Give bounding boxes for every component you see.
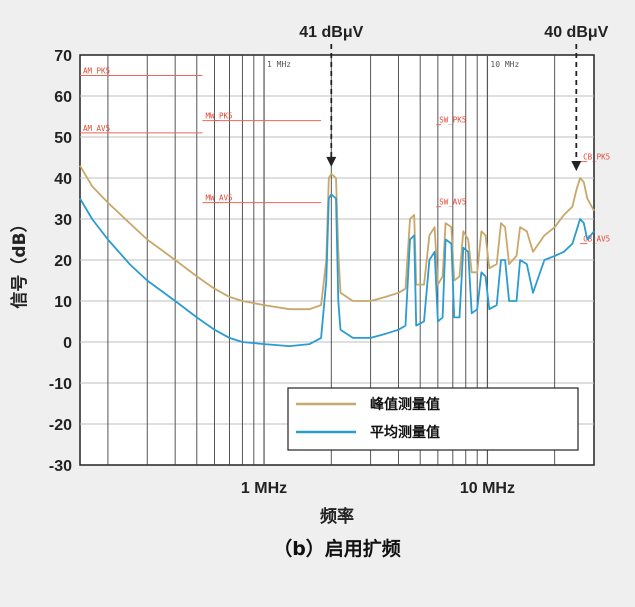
limit-label: MW_AV5 [205, 194, 232, 203]
legend-label-avg: 平均测量值 [370, 424, 440, 441]
y-tick-label: 0 [63, 335, 72, 352]
limit-label: SW_AV5 [439, 198, 466, 207]
y-tick-label: 10 [54, 294, 72, 311]
y-tick-label: -10 [49, 376, 72, 393]
y-tick-label: 40 [54, 171, 72, 188]
legend: 峰值测量值 平均测量值 [287, 387, 579, 451]
series-average-line [79, 193, 595, 347]
figure-caption: （b）启用扩频 [273, 537, 401, 560]
limit-label: MW_PK5 [205, 112, 232, 121]
y-tick-labels: 70 60 50 40 30 20 10 0 -10 -20 -30 [49, 48, 72, 475]
y-tick-label: 70 [54, 48, 72, 65]
peak-arrow-head [326, 156, 337, 167]
x-tick-label: 10 MHz [460, 480, 515, 497]
series-peak-line [79, 165, 595, 311]
limit-label: CB_AV5 [583, 235, 610, 244]
limit-lines: AM_PK5 AM_AV5 MW_PK5 MW_AV5 SW_PK5 SW_AV5 CB_P… [80, 67, 610, 245]
series-group [79, 165, 595, 347]
y-tick-label: 20 [54, 253, 72, 270]
y-tick-label: -30 [49, 458, 72, 475]
inner-freq-labels: 1 MHz 10 MHz [267, 60, 519, 69]
limit-label: CB_PK5 [583, 153, 610, 162]
x-tick-label: 1 MHz [241, 480, 287, 497]
limit-label: AM_AV5 [83, 124, 110, 133]
peak-annotation-label: 40 dBμV [544, 24, 608, 41]
y-axis-title: 信号（dB） [9, 215, 30, 308]
y-tick-label: 50 [54, 130, 72, 147]
limit-label: AM_PK5 [83, 67, 110, 76]
peak-annotations: 41 dBμV 40 dBμV [299, 24, 609, 171]
limit-label: SW_PK5 [439, 116, 466, 125]
legend-label-peak: 峰值测量值 [370, 396, 440, 413]
x-axis-title: 频率 [320, 506, 354, 527]
x-tick-labels: 1 MHz 10 MHz [241, 480, 515, 497]
peak-annotation-label: 41 dBμV [299, 24, 363, 41]
y-tick-label: 30 [54, 212, 72, 229]
y-tick-label: -20 [49, 417, 72, 434]
inner-freq-label: 10 MHz [490, 60, 519, 69]
y-tick-label: 60 [54, 89, 72, 106]
peak-arrow-head [571, 161, 582, 171]
legend-box [287, 387, 579, 451]
inner-freq-label: 1 MHz [267, 60, 291, 69]
